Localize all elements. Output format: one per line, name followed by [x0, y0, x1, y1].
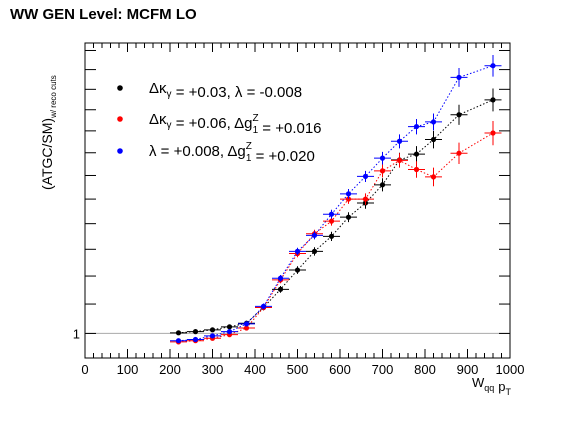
data-point — [226, 329, 233, 335]
data-point — [413, 151, 420, 157]
legend-label: Δκγ = +0.06, ΔgZ 1 = +0.016 — [149, 111, 322, 137]
data-point — [192, 336, 199, 343]
x-tick-label: 500 — [287, 362, 309, 377]
data-point — [294, 248, 301, 254]
data-point — [260, 303, 267, 309]
data-point — [209, 327, 216, 333]
legend-marker — [117, 85, 123, 91]
data-point — [396, 138, 403, 144]
data-point — [490, 97, 496, 103]
data-point — [456, 150, 462, 156]
x-tick-label: 700 — [372, 362, 394, 377]
data-point — [192, 329, 199, 335]
data-point — [345, 196, 352, 202]
data-point — [328, 233, 335, 239]
data-point — [328, 218, 335, 224]
x-tick-label: 900 — [457, 362, 479, 377]
x-tick-label: 300 — [202, 362, 224, 377]
data-point — [277, 275, 284, 281]
data-point — [362, 173, 369, 180]
data-point — [379, 168, 386, 174]
data-point — [379, 182, 386, 188]
legend-marker — [117, 116, 123, 122]
x-tick-label: 0 — [81, 362, 88, 377]
data-point — [413, 123, 420, 130]
data-point — [396, 157, 403, 163]
data-point — [226, 324, 233, 330]
data-point — [175, 338, 182, 344]
data-point — [490, 130, 496, 136]
data-point — [243, 321, 250, 327]
data-point — [430, 174, 437, 180]
data-point — [209, 333, 216, 339]
y-axis-label: (ATGC/SM)w/ reco cuts — [39, 75, 58, 190]
data-point — [345, 214, 352, 220]
data-point — [430, 119, 437, 125]
data-point — [175, 330, 182, 336]
y-tick-label: 1 — [73, 326, 80, 341]
data-point — [362, 196, 369, 202]
x-tick-label: 200 — [159, 362, 181, 377]
data-point — [311, 232, 318, 238]
fit-curve — [178, 132, 494, 343]
x-tick-label: 600 — [329, 362, 351, 377]
data-point — [294, 267, 301, 273]
chart-title: WW GEN Level: MCFM LO — [10, 6, 197, 23]
data-point — [379, 155, 386, 161]
data-point — [345, 191, 352, 197]
data-point — [490, 63, 496, 69]
legend-marker — [117, 148, 123, 154]
data-point — [430, 136, 437, 143]
data-point — [277, 286, 284, 292]
legend-label: λ = +0.008, ΔgZ 1 = +0.020 — [149, 141, 315, 165]
legend-label: Δκγ = +0.03, λ = -0.008 — [149, 80, 302, 101]
x-tick-label: 1000 — [496, 362, 525, 377]
data-point — [328, 211, 335, 217]
data-point — [243, 325, 250, 331]
fit-curve — [178, 65, 494, 342]
data-point — [456, 112, 462, 118]
data-point — [456, 74, 462, 81]
data-point — [311, 248, 318, 254]
data-point — [413, 166, 420, 173]
x-tick-label: 800 — [414, 362, 436, 377]
x-tick-label: 400 — [244, 362, 266, 377]
x-tick-label: 100 — [117, 362, 139, 377]
fit-curve — [178, 99, 494, 334]
x-axis-label: Wqq pT — [472, 375, 512, 397]
